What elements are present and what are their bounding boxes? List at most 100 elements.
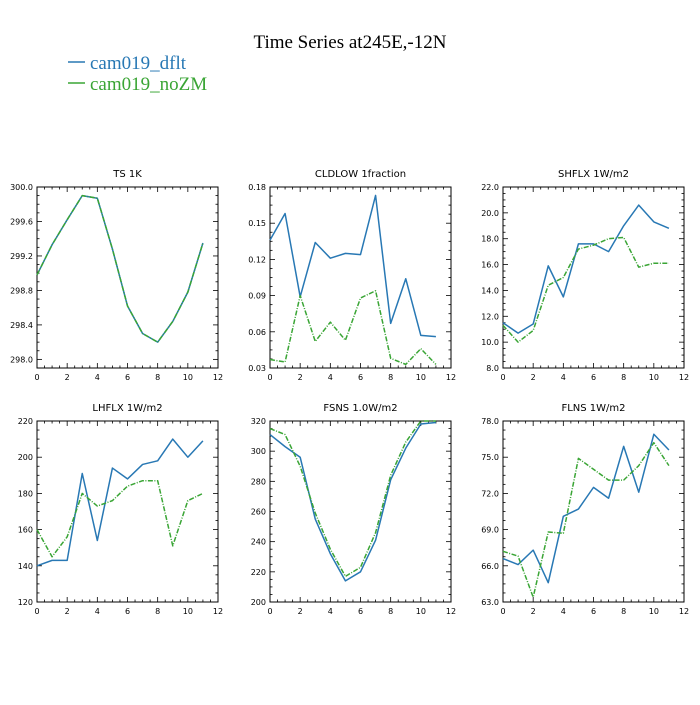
x-tick-label: 10 <box>416 373 426 382</box>
x-tick-label: 2 <box>298 607 303 616</box>
x-tick-label: 4 <box>95 607 100 616</box>
y-tick-label: 298.8 <box>10 286 33 295</box>
y-tick-label: 18.0 <box>481 235 499 244</box>
x-tick-label: 6 <box>358 373 363 382</box>
x-tick-label: 6 <box>125 373 130 382</box>
panel-title: LHFLX 1W/m2 <box>92 403 162 414</box>
x-tick-label: 0 <box>500 607 505 616</box>
y-tick-label: 260 <box>251 508 266 517</box>
panel-title: SHFLX 1W/m2 <box>558 169 629 180</box>
y-tick-label: 220 <box>18 417 33 426</box>
series-line-nozm <box>36 479 204 558</box>
x-tick-label: 0 <box>267 373 272 382</box>
y-tick-label: 8.0 <box>486 364 499 373</box>
x-tick-label: 0 <box>500 373 505 382</box>
series-line-dflt <box>502 433 670 584</box>
panel-cldlow: CLDLOW 1fraction 0 2 4 6 8 10 12 0.03 0.06 0.09 0.1… <box>248 169 456 382</box>
y-tick-label: 300.0 <box>10 183 33 192</box>
panel-fsns: FSNS 1.0W/m2 0 2 4 6 8 10 12 200 220 240 260 280 300 3… <box>251 403 456 616</box>
x-tick-label: 6 <box>591 607 596 616</box>
y-tick-label: 300 <box>251 447 266 456</box>
panel-title: TS 1K <box>112 169 142 180</box>
series-line-nozm <box>502 441 670 598</box>
panel-flns: FLNS 1W/m2 0 2 4 6 8 10 12 63.0 66.0 69.0 72.0 75.0 7… <box>481 403 689 616</box>
series-line-dflt <box>269 194 436 338</box>
y-tick-label: 12.0 <box>481 312 499 321</box>
x-tick-label: 2 <box>531 607 536 616</box>
y-tick-label: 63.0 <box>481 598 499 607</box>
figure-title: Time Series at245E,-12N <box>254 32 447 53</box>
x-tick-label: 10 <box>183 373 193 382</box>
y-tick-label: 200 <box>251 598 266 607</box>
y-tick-label: 72.0 <box>481 489 499 498</box>
x-tick-label: 10 <box>416 607 426 616</box>
series-line-nozm <box>269 420 436 578</box>
y-tick-label: 320 <box>251 417 266 426</box>
y-tick-label: 0.15 <box>248 219 266 228</box>
x-tick-label: 8 <box>621 607 626 616</box>
x-tick-label: 8 <box>621 373 626 382</box>
y-tick-label: 66.0 <box>481 562 499 571</box>
x-tick-label: 8 <box>155 373 160 382</box>
series-line-dflt <box>36 438 204 567</box>
x-tick-label: 8 <box>155 607 160 616</box>
x-tick-label: 6 <box>358 607 363 616</box>
legend-label-nozm: cam019_noZM <box>90 74 207 95</box>
y-tick-label: 299.2 <box>10 252 33 261</box>
x-tick-label: 12 <box>213 373 223 382</box>
y-tick-label: 75.0 <box>481 453 499 462</box>
y-tick-label: 280 <box>251 477 266 486</box>
x-tick-label: 6 <box>125 607 130 616</box>
x-tick-label: 4 <box>561 373 566 382</box>
y-tick-label: 0.12 <box>248 255 266 264</box>
y-tick-label: 298.0 <box>10 355 33 364</box>
x-tick-label: 4 <box>561 607 566 616</box>
legend: cam019_dflt cam019_noZM <box>68 53 207 95</box>
y-tick-label: 160 <box>18 526 33 535</box>
series-line-dflt <box>269 421 436 582</box>
x-tick-label: 4 <box>328 373 333 382</box>
x-tick-label: 0 <box>34 607 39 616</box>
y-tick-label: 69.0 <box>481 526 499 535</box>
y-tick-label: 10.0 <box>481 338 499 347</box>
x-tick-label: 10 <box>649 607 659 616</box>
panel-title: CLDLOW 1fraction <box>315 169 406 180</box>
y-tick-label: 298.4 <box>10 321 33 330</box>
y-tick-label: 14.0 <box>481 286 499 295</box>
x-tick-label: 12 <box>679 373 689 382</box>
y-tick-label: 0.09 <box>248 292 266 301</box>
series-line-dflt <box>502 204 670 334</box>
y-tick-label: 120 <box>18 598 33 607</box>
series-line-nozm <box>502 236 669 343</box>
series-line-nozm <box>269 290 437 366</box>
x-tick-label: 2 <box>65 373 70 382</box>
x-tick-label: 10 <box>649 373 659 382</box>
x-tick-label: 2 <box>531 373 536 382</box>
x-tick-label: 2 <box>298 373 303 382</box>
x-tick-label: 12 <box>446 373 456 382</box>
panel-title: FLNS 1W/m2 <box>561 403 625 414</box>
series-line-nozm <box>36 194 204 343</box>
x-tick-label: 4 <box>95 373 100 382</box>
panel-title: FSNS 1.0W/m2 <box>323 403 397 414</box>
y-tick-label: 0.18 <box>248 183 266 192</box>
legend-label-dflt: cam019_dflt <box>90 53 187 74</box>
panel-lhflx: LHFLX 1W/m2 0 2 4 6 8 10 12 120 140 160 180 200 220 <box>18 403 223 616</box>
x-tick-label: 8 <box>388 373 393 382</box>
x-tick-label: 12 <box>679 607 689 616</box>
y-tick-label: 220 <box>251 568 266 577</box>
y-tick-label: 22.0 <box>481 183 499 192</box>
y-tick-label: 20.0 <box>481 209 499 218</box>
y-tick-label: 78.0 <box>481 417 499 426</box>
x-tick-label: 2 <box>65 607 70 616</box>
y-tick-label: 140 <box>18 562 33 571</box>
x-tick-label: 10 <box>183 607 193 616</box>
panel-grid: TS 1K 0 2 4 6 8 10 12 298.0 298.4 298.8 299.2 299.6 3… <box>10 169 689 616</box>
y-tick-label: 180 <box>18 489 33 498</box>
y-tick-label: 16.0 <box>481 261 499 270</box>
x-tick-label: 0 <box>34 373 39 382</box>
y-tick-label: 0.03 <box>248 364 266 373</box>
panel-shflx: SHFLX 1W/m2 0 2 4 6 8 10 12 8.0 10.0 12.0 14.0 16.0 1… <box>481 169 689 382</box>
